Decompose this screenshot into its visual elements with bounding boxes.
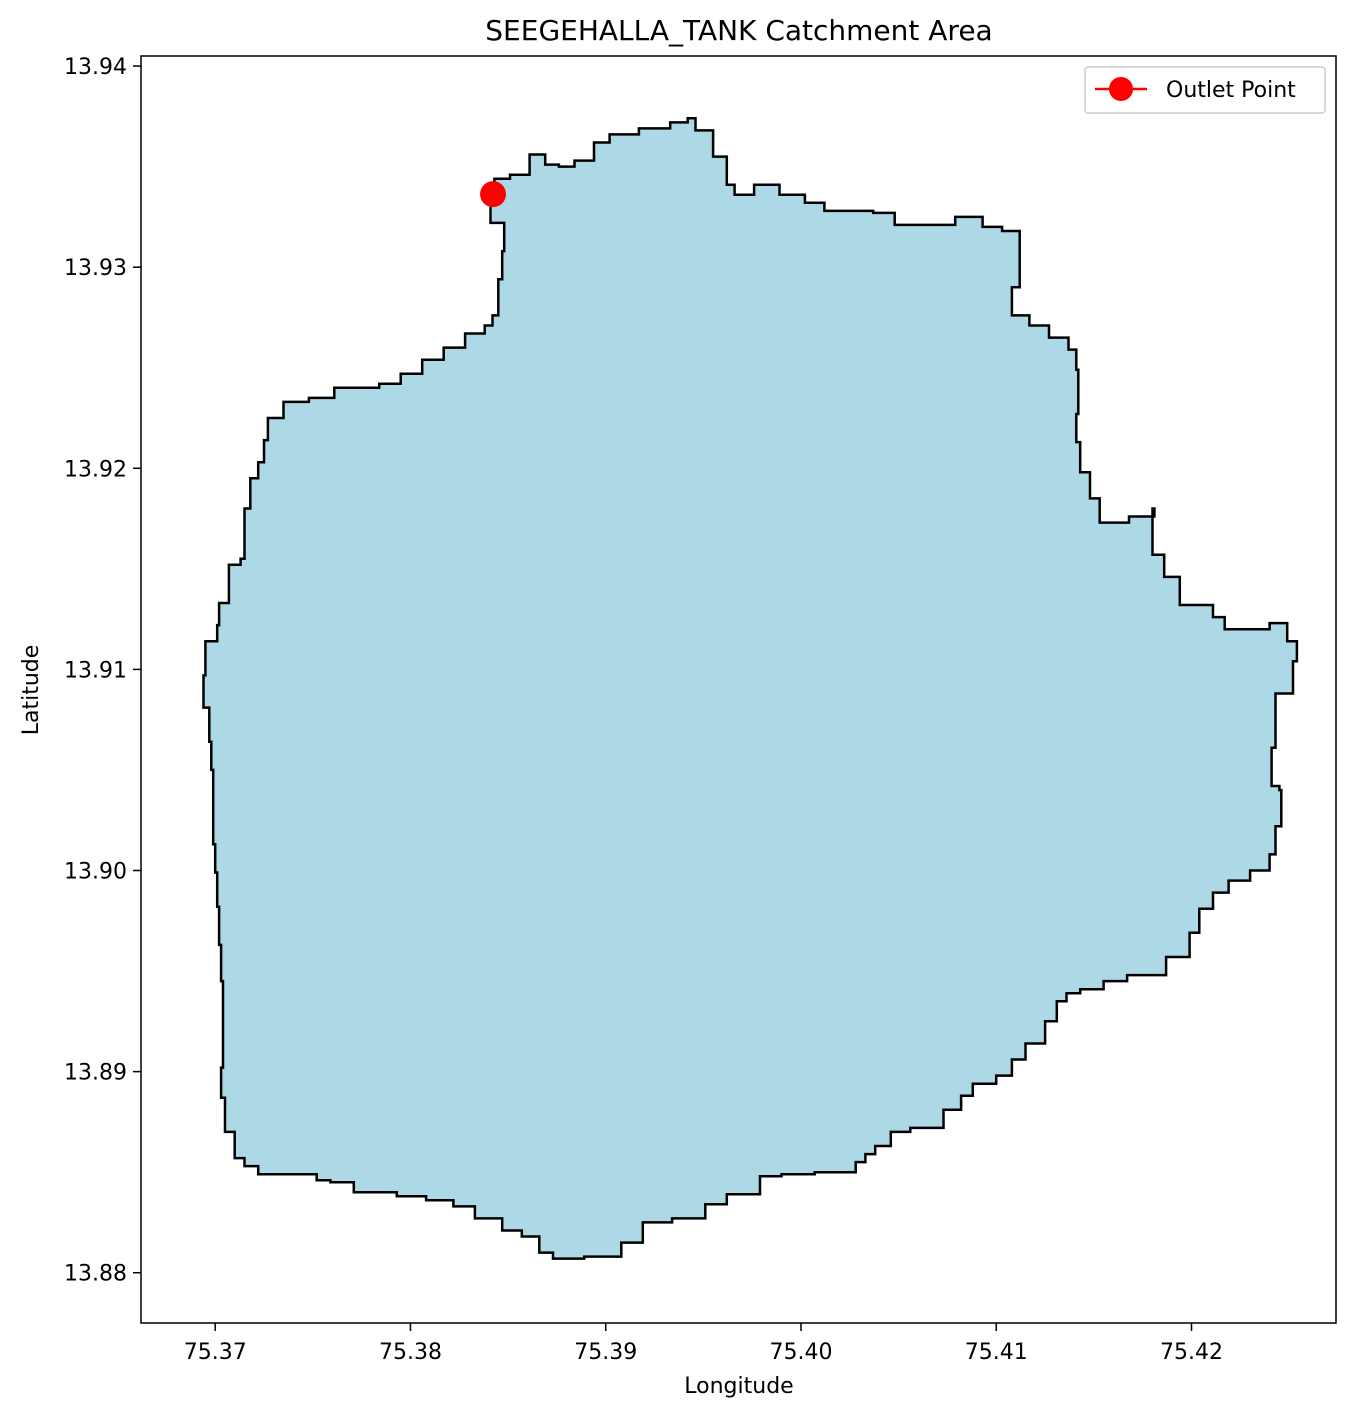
outlet-point-marker [480,181,507,208]
x-tick-label: 75.41 [965,1340,1028,1365]
legend-marker-swatch [1109,77,1133,101]
y-axis-ticks: 13.88 13.89 13.90 13.91 13.92 13.93 13.94 [64,55,141,1287]
y-tick-label: 13.93 [64,256,127,281]
x-axis-label: Longitude [684,1374,793,1399]
x-tick-label: 75.39 [574,1340,637,1365]
catchment-polygon [202,117,1299,1260]
y-tick-label: 13.92 [64,457,127,482]
plot-border [140,55,1337,1324]
plot-area [140,55,1337,1324]
y-axis-label: Latitude [19,645,44,736]
legend-box [1084,66,1326,114]
chart-title: SEEGEHALLA_TANK Catchment Area [485,14,992,47]
y-tick-label: 13.91 [64,658,127,683]
y-tick-label: 13.88 [64,1262,127,1287]
x-tick-label: 75.40 [769,1340,832,1365]
y-tick-label: 13.90 [64,860,127,885]
legend: Outlet Point [1084,66,1326,114]
y-tick-label: 13.94 [64,55,127,80]
x-axis-ticks: 75.37 75.38 75.39 75.40 75.41 75.42 [184,1323,1223,1365]
x-tick-label: 75.38 [379,1340,442,1365]
x-tick-label: 75.42 [1160,1340,1223,1365]
legend-entry-outlet-point: Outlet Point [1166,78,1296,103]
y-tick-label: 13.89 [64,1061,127,1086]
x-tick-label: 75.37 [184,1340,247,1365]
